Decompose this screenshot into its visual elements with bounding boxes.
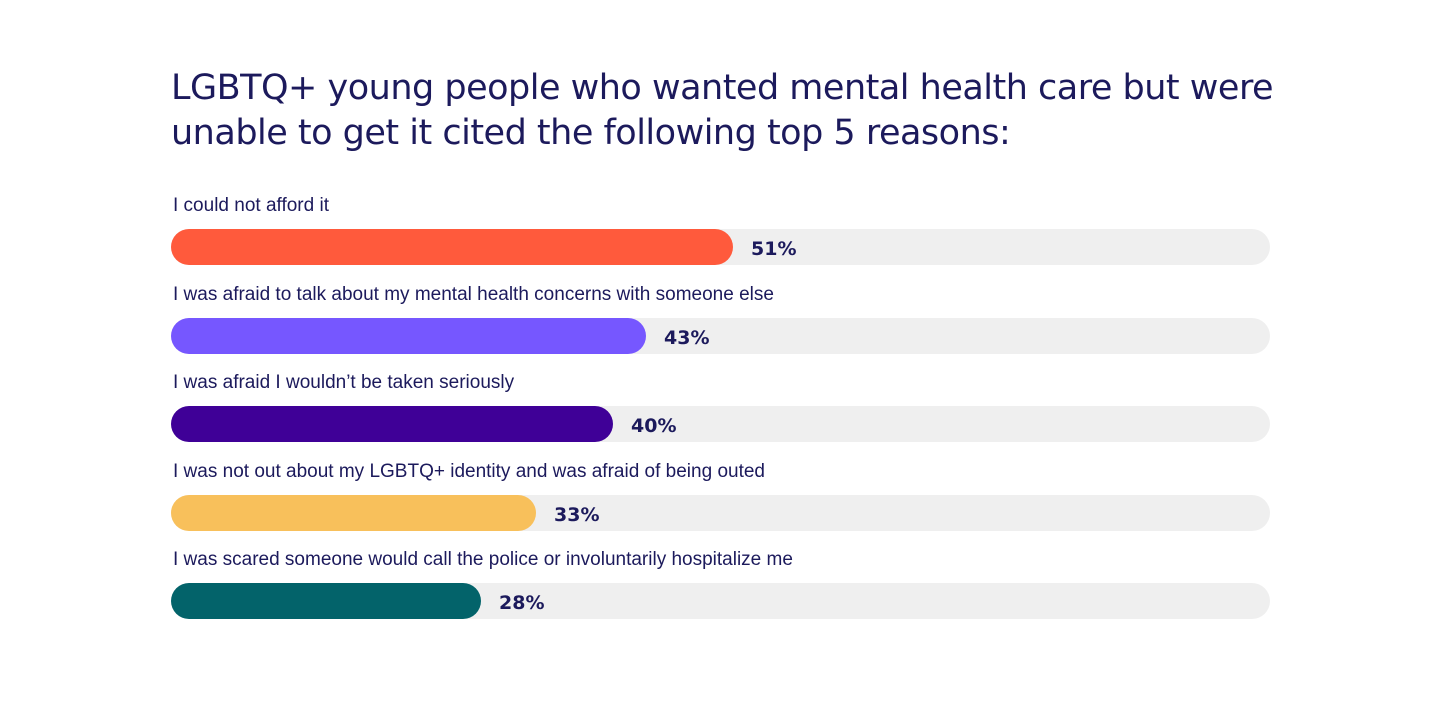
category-label: I could not afford it [173,195,329,216]
category-label: I was not out about my LGBTQ+ identity a… [173,461,765,482]
bar [171,406,613,442]
bar-track [171,229,1270,265]
chart-title: LGBTQ+ young people who wanted mental he… [171,68,1274,153]
bar-row: I could not afford it 51% [171,193,1270,269]
value-label: 43% [664,327,710,349]
bar-row: I was afraid I wouldn’t be taken serious… [171,370,1270,446]
value-label: 28% [499,592,545,614]
bar-row: I was afraid to talk about my mental hea… [171,282,1270,358]
value-label: 51% [751,238,797,260]
bar-track [171,495,1270,531]
category-label: I was afraid to talk about my mental hea… [173,284,774,305]
category-label: I was afraid I wouldn’t be taken serious… [173,372,515,393]
value-label: 40% [631,415,677,437]
bar [171,583,481,619]
bar-track [171,583,1270,619]
bar [171,229,733,265]
value-label: 33% [554,504,600,526]
bar [171,495,536,531]
bar-track [171,406,1270,442]
bar-row: I was scared someone would call the poli… [171,547,1270,623]
bar-track [171,318,1270,354]
category-label: I was scared someone would call the poli… [173,549,793,570]
bar [171,318,646,354]
bar-row: I was not out about my LGBTQ+ identity a… [171,459,1270,535]
